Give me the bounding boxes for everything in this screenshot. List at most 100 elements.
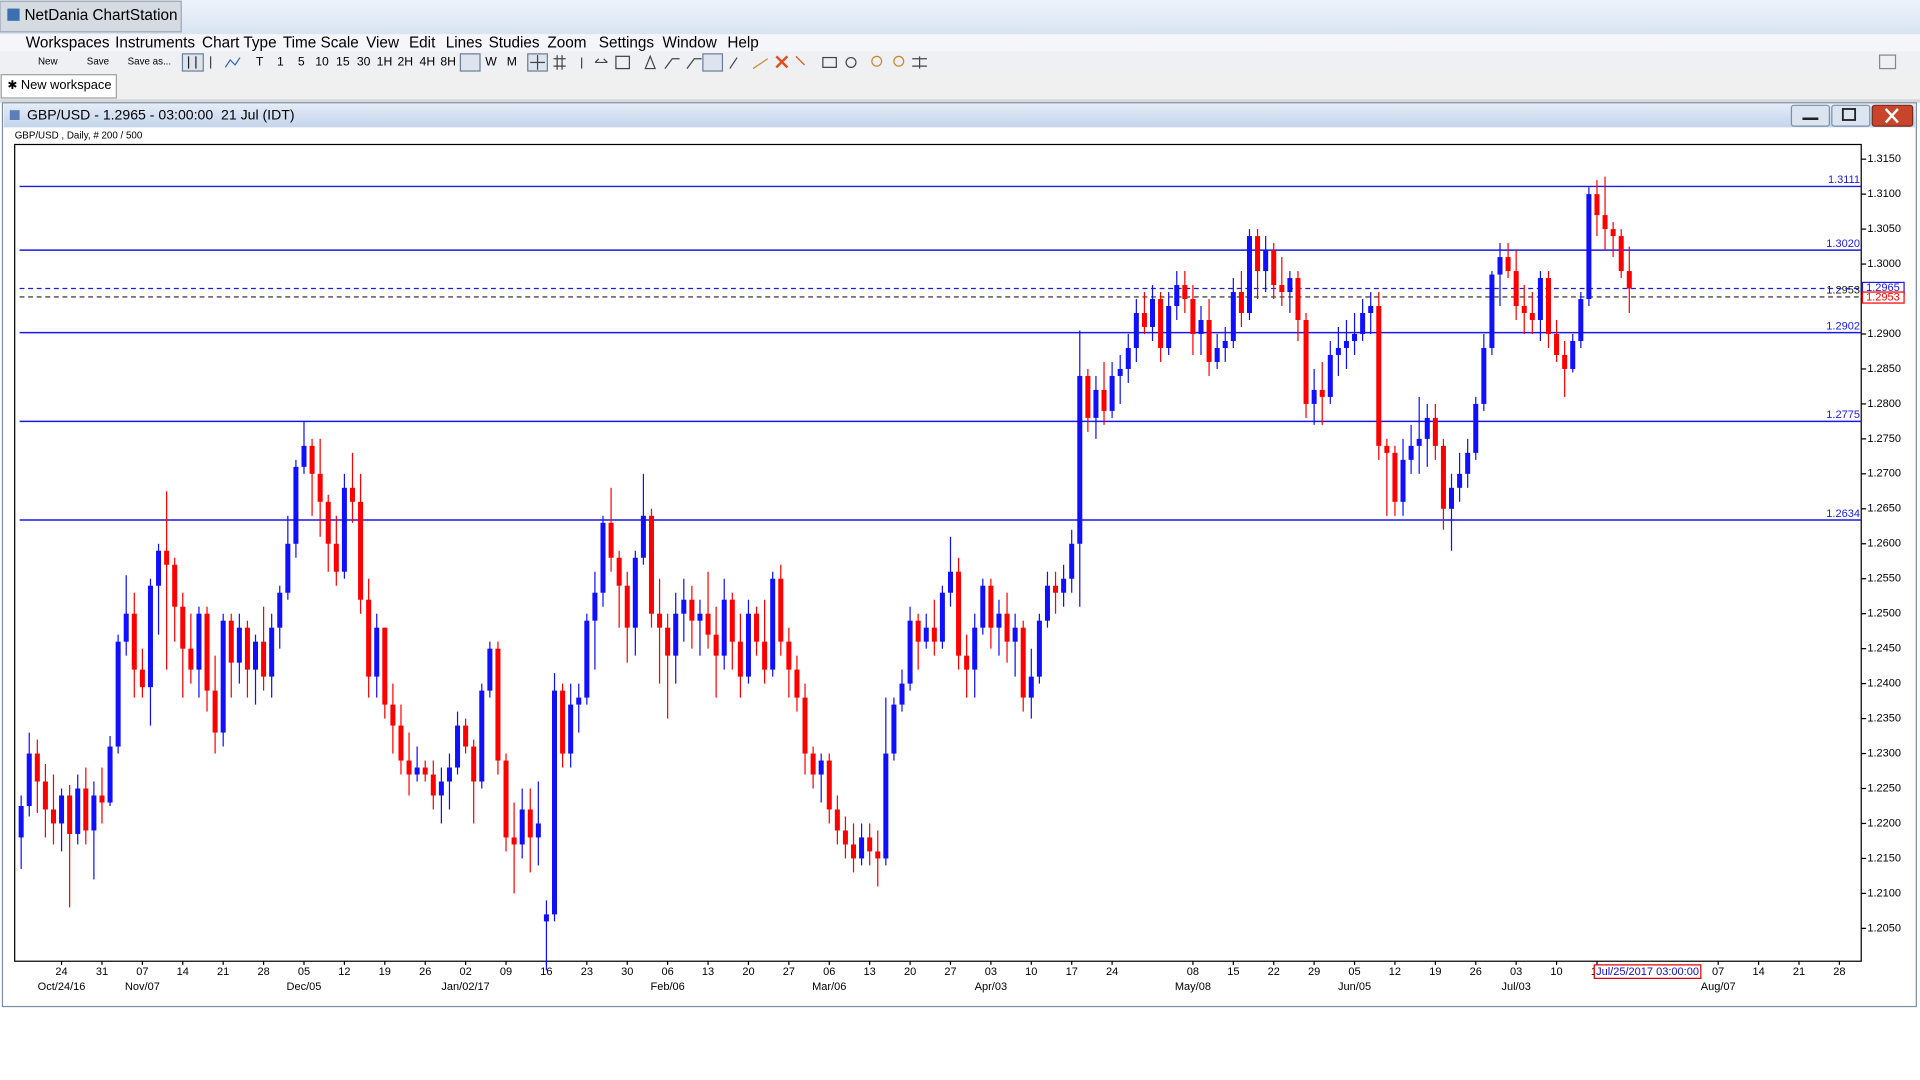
timescale-button[interactable]: 30 bbox=[357, 55, 371, 69]
delete-icon[interactable] bbox=[775, 55, 789, 69]
candle-body bbox=[1295, 278, 1301, 321]
timescale-button[interactable]: W bbox=[485, 55, 497, 69]
menu-item[interactable]: Instruments bbox=[115, 35, 195, 52]
level-label: 1.2775 bbox=[1826, 409, 1860, 421]
draw-icon[interactable] bbox=[664, 58, 702, 69]
timescale-button[interactable]: 4H bbox=[420, 55, 436, 69]
pen-icon[interactable] bbox=[729, 57, 738, 69]
candle-body bbox=[1424, 417, 1430, 439]
move-icon[interactable] bbox=[594, 58, 608, 64]
file-button[interactable]: New bbox=[38, 56, 59, 67]
candle-body bbox=[584, 620, 590, 698]
grid-icon[interactable] bbox=[553, 55, 566, 70]
timescale-button[interactable]: 1H bbox=[377, 55, 393, 69]
tab-star: ✱ bbox=[7, 78, 17, 92]
zoom-out-icon[interactable] bbox=[893, 55, 905, 67]
x-month-label: Dec/05 bbox=[287, 981, 322, 993]
menu: Workspaces Instruments Chart Type Time Scal… bbox=[26, 35, 759, 52]
y-tick-label: 1.2050 bbox=[1867, 922, 1901, 934]
timescale-button[interactable]: 15 bbox=[336, 55, 350, 69]
zoom-in-icon[interactable] bbox=[871, 55, 883, 67]
candle-body bbox=[568, 704, 574, 754]
candle-body bbox=[1053, 585, 1059, 593]
menu-item[interactable]: Settings bbox=[599, 35, 655, 52]
minimize-button[interactable] bbox=[1790, 104, 1831, 127]
timescale-button[interactable]: 10 bbox=[315, 55, 329, 69]
menu-item[interactable]: Edit bbox=[409, 35, 436, 52]
candle-body bbox=[1368, 306, 1374, 314]
menu-item[interactable]: Window bbox=[662, 35, 717, 52]
delete-all-icon[interactable] bbox=[795, 55, 805, 66]
candle-body bbox=[705, 613, 711, 635]
timescale-button[interactable]: 5 bbox=[298, 55, 305, 69]
candle-body bbox=[1238, 292, 1244, 314]
candle-body bbox=[1311, 389, 1317, 404]
alert-icon[interactable] bbox=[644, 54, 657, 70]
y-tick-label: 1.3050 bbox=[1867, 223, 1901, 235]
line-icon[interactable] bbox=[224, 57, 241, 68]
print-icon[interactable] bbox=[822, 56, 837, 68]
x-tick-label: 26 bbox=[1470, 966, 1482, 978]
timescale-button[interactable]: 8H bbox=[440, 55, 456, 69]
app-tab[interactable] bbox=[0, 0, 182, 33]
candle-body bbox=[139, 669, 145, 688]
reference-label: 1.2953 bbox=[1826, 285, 1860, 297]
file-button[interactable]: Save bbox=[87, 56, 109, 67]
candle-body bbox=[1392, 452, 1398, 502]
candle-body bbox=[495, 648, 501, 761]
file-button[interactable]: Save as... bbox=[128, 56, 172, 67]
candle-body bbox=[851, 844, 857, 859]
candle-body bbox=[1287, 278, 1293, 293]
menu-item[interactable]: Chart Type bbox=[202, 35, 277, 52]
menu-item[interactable]: Zoom bbox=[547, 35, 586, 52]
candle-body bbox=[1012, 627, 1018, 642]
candle-body bbox=[632, 557, 638, 628]
candle-body bbox=[535, 823, 541, 838]
y-tick-label: 1.2400 bbox=[1867, 678, 1901, 690]
candle-icon[interactable] bbox=[181, 53, 204, 72]
timescale-button[interactable]: 1 bbox=[277, 55, 284, 69]
menu-item[interactable]: Lines bbox=[446, 35, 483, 52]
menu-item[interactable]: Studies bbox=[489, 35, 540, 52]
candle-body bbox=[770, 578, 776, 670]
candle-body bbox=[99, 795, 105, 803]
candle-body bbox=[293, 466, 299, 544]
reference-box-label: 1.2953 bbox=[1866, 291, 1900, 303]
candle-body bbox=[1020, 627, 1026, 698]
zoom-icon[interactable] bbox=[845, 56, 857, 68]
timescale-button[interactable]: 2H bbox=[397, 55, 413, 69]
candle-body bbox=[188, 648, 194, 670]
candle-body bbox=[1432, 417, 1438, 446]
vol-icon[interactable] bbox=[615, 55, 630, 70]
menu-item[interactable]: Time Scale bbox=[283, 35, 359, 52]
candle-body bbox=[147, 585, 153, 688]
candle-body bbox=[487, 648, 493, 691]
timescale-button[interactable]: T bbox=[256, 55, 264, 69]
candle-body bbox=[75, 788, 81, 834]
candle-body bbox=[123, 613, 129, 642]
y-tick-label: 1.2650 bbox=[1867, 503, 1901, 515]
candle-body bbox=[673, 613, 679, 656]
x-tick-label: 05 bbox=[298, 966, 310, 978]
candle-body bbox=[1594, 194, 1600, 216]
restore-button[interactable] bbox=[1831, 104, 1871, 127]
x-tick-label: 03 bbox=[1510, 966, 1522, 978]
candle-body bbox=[1263, 250, 1269, 272]
timescale-button[interactable]: M bbox=[507, 55, 517, 69]
fib-box[interactable] bbox=[702, 53, 724, 72]
workspace-tab[interactable] bbox=[0, 74, 117, 99]
menu-item[interactable]: View bbox=[366, 35, 400, 52]
menu-item[interactable]: Help bbox=[727, 35, 758, 52]
candle-body bbox=[196, 613, 202, 670]
chart-subtitle: GBP/USD , Daily, # 200 / 500 bbox=[15, 131, 143, 142]
app-icon bbox=[7, 8, 20, 21]
trend-icon[interactable] bbox=[752, 58, 769, 70]
layout-icon[interactable] bbox=[1878, 54, 1897, 70]
x-tick-label: 26 bbox=[419, 966, 431, 978]
menu-item[interactable]: Workspaces bbox=[26, 35, 110, 52]
candle-body bbox=[1586, 194, 1592, 300]
candle-body bbox=[947, 571, 953, 593]
x-tick-label: 12 bbox=[338, 966, 350, 978]
x-tick-label: 14 bbox=[1752, 966, 1764, 978]
fit-icon[interactable] bbox=[912, 56, 927, 69]
